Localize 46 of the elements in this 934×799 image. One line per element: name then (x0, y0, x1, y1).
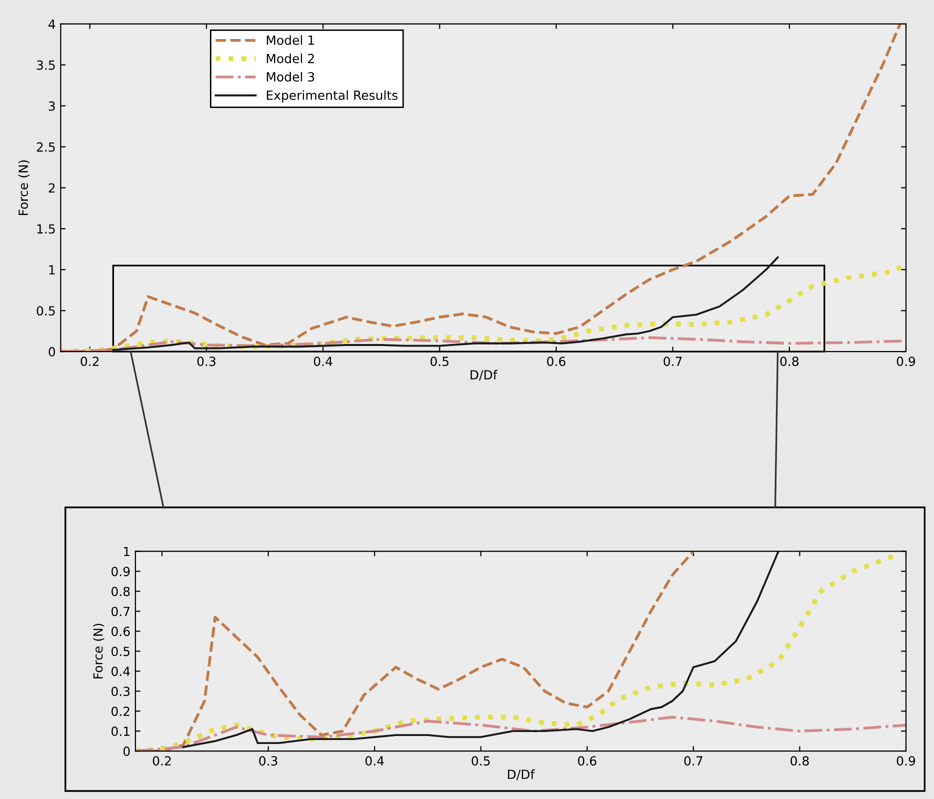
y-tick-label: 0.1 (112, 726, 130, 736)
y-tick-label: 0.5 (36, 306, 55, 316)
line-series (112, 256, 779, 351)
x-tick-label: 0.3 (197, 356, 216, 366)
y-tick-label: 0.6 (112, 626, 130, 636)
line-series (182, 551, 780, 748)
x-tick-label: 0.4 (314, 356, 332, 366)
y-tick-label: 0.3 (112, 686, 130, 696)
y-tick-label: 0.4 (112, 666, 130, 676)
x-tick-label: 0.2 (152, 756, 171, 766)
x-tick-label: 0.7 (684, 756, 702, 766)
legend-label: Model 2 (266, 54, 314, 64)
y-tick-label: 1 (49, 265, 55, 274)
x-tick-label: 0.9 (896, 356, 916, 366)
x-tick-label: 0.7 (664, 356, 682, 366)
y-tick-label: 3.5 (36, 60, 55, 70)
y-axis-title: Force (N) (93, 624, 104, 678)
x-tick-label: 0.6 (547, 356, 566, 366)
y-axis-title: Force (N) (18, 160, 30, 215)
y-tick-label: 4 (48, 20, 56, 29)
x-tick-label: 0.8 (780, 356, 798, 366)
x-tick-label: 0.5 (430, 356, 448, 366)
x-tick-label: 0.3 (259, 756, 278, 766)
x-tick-label: 0.2 (80, 356, 99, 366)
y-tick-label: 1 (124, 546, 130, 556)
legend-label: Experimental Results (266, 90, 398, 102)
y-tick-label: 1.5 (37, 224, 55, 234)
y-tick-label: 3 (48, 101, 55, 111)
y-tick-label: 0.9 (112, 566, 130, 576)
y-tick-label: 0 (123, 746, 130, 756)
x-axis-title: D/Df (508, 769, 535, 780)
legend-label: Model 1 (266, 35, 314, 45)
x-tick-label: 0.9 (896, 756, 916, 766)
y-tick-label: 2 (48, 183, 55, 193)
x-tick-label: 0.4 (365, 756, 384, 766)
y-tick-label: 0.7 (112, 606, 130, 616)
x-tick-label: 0.5 (472, 756, 490, 766)
legend-label: Model 3 (266, 72, 314, 82)
x-axis-title: D/Df (470, 370, 498, 381)
y-tick-label: 0 (48, 347, 56, 356)
y-tick-label: 2.5 (36, 142, 55, 152)
y-tick-label: 0.2 (112, 706, 130, 716)
y-tick-label: 0.5 (112, 646, 130, 656)
x-tick-label: 0.6 (578, 756, 596, 766)
y-tick-label: 0.8 (112, 586, 130, 596)
x-tick-label: 0.8 (790, 756, 809, 766)
